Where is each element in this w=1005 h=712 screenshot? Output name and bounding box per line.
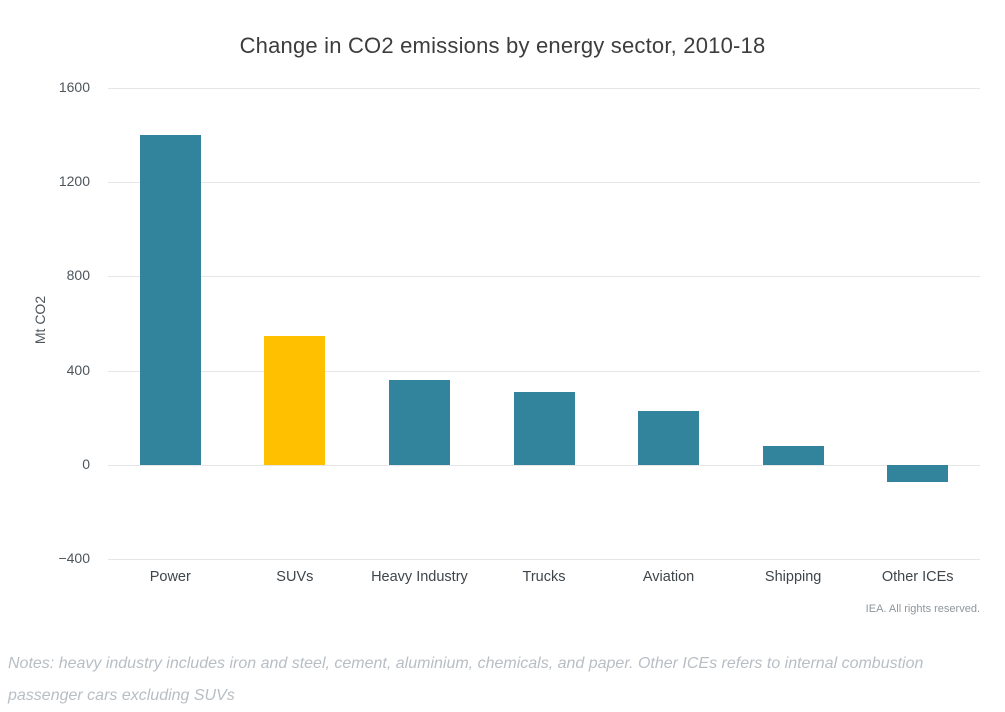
y-axis: 1600 1200 800 400 0 −400: [0, 0, 100, 640]
x-label-power: Power: [149, 569, 191, 585]
gridline-400: [108, 370, 980, 372]
y-tick-label-800: 800: [66, 267, 90, 284]
x-label-aviation: Aviation: [642, 569, 695, 585]
gridline-1600: [108, 88, 980, 89]
bar-suvs[interactable]: [264, 336, 326, 465]
y-tick-label-1200: 1200: [58, 173, 90, 190]
bar-power[interactable]: [139, 135, 201, 465]
source-attribution: IEA. All rights reserved.: [865, 603, 980, 615]
x-label-trucks: Trucks: [522, 569, 566, 585]
bar-heavy-industry[interactable]: [388, 380, 450, 465]
bar-trucks[interactable]: [513, 391, 575, 465]
gridline-1200: [108, 182, 980, 184]
bar-aviation[interactable]: [638, 410, 700, 465]
gridline-800: [108, 276, 980, 278]
x-label-suvs: SUVs: [276, 569, 314, 585]
gridline--400: [108, 559, 980, 560]
x-label-heavy-industry: Heavy Industry: [371, 569, 468, 585]
y-tick-label-1600: 1600: [58, 79, 90, 95]
co2-bar-chart: Change in CO2 emissions by energy sector…: [0, 0, 980, 640]
bar-shipping[interactable]: [762, 445, 824, 465]
chart-notes: Notes: heavy industry includes iron and …: [8, 655, 924, 704]
plot-area: [108, 88, 980, 560]
y-tick-label--400: −400: [58, 550, 90, 566]
gridline-0: [108, 464, 980, 466]
x-label-shipping: Shipping: [764, 569, 822, 585]
bar-other-ices[interactable]: [887, 464, 949, 483]
x-label-other-ices: Other ICEs: [881, 569, 954, 585]
chart-title: Change in CO2 emissions by energy sector…: [239, 33, 766, 58]
y-tick-label-400: 400: [66, 361, 90, 378]
x-axis: Power SUVs Heavy Industry Trucks Aviation Shi…: [149, 569, 954, 585]
y-tick-label-0: 0: [82, 455, 90, 472]
